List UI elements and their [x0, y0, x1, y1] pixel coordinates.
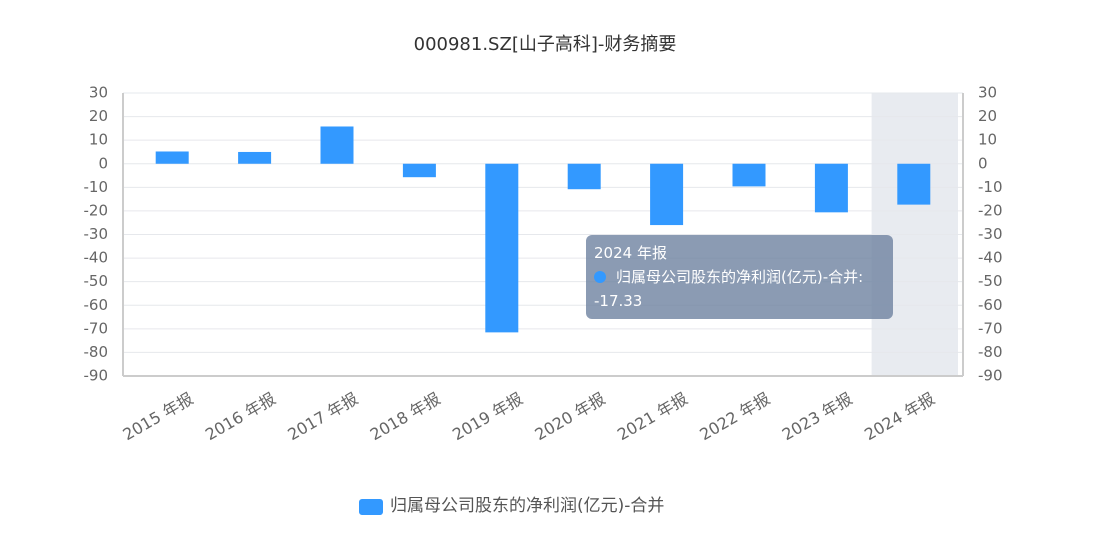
y-tick-label: 10: [89, 131, 108, 149]
tooltip: 2024 年报 归属母公司股东的净利润(亿元)-合并: -17.33: [586, 235, 893, 319]
x-tick-label: 2024 年报: [861, 389, 938, 444]
bar: [814, 163, 848, 213]
bar: [485, 163, 519, 333]
y2-tick-label: 10: [978, 131, 997, 149]
x-tick-label: 2022 年报: [696, 389, 773, 444]
y2-tick-label: -50: [978, 272, 1003, 290]
y-tick-label: -90: [84, 367, 109, 385]
x-tick-label: 2018 年报: [367, 389, 444, 444]
bar: [238, 151, 272, 164]
y2-tick-label: -80: [978, 343, 1003, 361]
tooltip-value: -17.33: [594, 292, 643, 310]
y-tick-label: 30: [89, 84, 108, 102]
y2-tick-label: -60: [978, 296, 1003, 314]
x-tick-label: 2020 年报: [532, 389, 609, 444]
x-tick-label: 2016 年报: [202, 389, 279, 444]
y2-tick-label: -20: [978, 201, 1003, 219]
y2-tick-label: -10: [978, 178, 1003, 196]
x-tick-label: 2017 年报: [284, 389, 361, 444]
y-tick-label: 0: [98, 154, 108, 172]
y2-tick-label: -30: [978, 225, 1003, 243]
y2-tick-label: -90: [978, 367, 1003, 385]
y2-tick-label: -40: [978, 249, 1003, 267]
y-tick-label: -70: [84, 319, 109, 337]
tooltip-marker: [594, 271, 606, 283]
tooltip-series-name: 归属母公司股东的净利润(亿元)-合并: [616, 268, 859, 286]
y-tick-label: -80: [84, 343, 109, 361]
y-tick-label: -60: [84, 296, 109, 314]
tooltip-category: 2024 年报: [594, 244, 667, 262]
y-tick-label: 20: [89, 107, 108, 125]
y2-tick-label: -70: [978, 319, 1003, 337]
y2-tick-label: 0: [978, 154, 988, 172]
legend-swatch: [359, 499, 383, 515]
bar: [402, 163, 436, 178]
tooltip-entry: 归属母公司股东的净利润(亿元)-合并: -17.33: [594, 268, 864, 310]
bar: [320, 126, 354, 164]
y2-tick-label: 30: [978, 84, 997, 102]
bar: [155, 151, 189, 164]
y-tick-label: -40: [84, 249, 109, 267]
x-tick-label: 2023 年报: [779, 389, 856, 444]
bar: [732, 163, 766, 187]
x-tick-label: 2015 年报: [120, 389, 197, 444]
bar: [650, 163, 684, 226]
chart-title: 000981.SZ[山子高科]-财务摘要: [414, 34, 677, 55]
y-tick-label: -20: [84, 201, 109, 219]
x-tick-label: 2019 年报: [449, 389, 526, 444]
bar: [897, 163, 931, 205]
x-tick-label: 2021 年报: [614, 389, 691, 444]
y-tick-label: -30: [84, 225, 109, 243]
y-tick-label: -50: [84, 272, 109, 290]
y-tick-label: -10: [84, 178, 109, 196]
legend-label: 归属母公司股东的净利润(亿元)-合并: [390, 496, 664, 516]
bar: [567, 163, 601, 190]
y2-tick-label: 20: [978, 107, 997, 125]
